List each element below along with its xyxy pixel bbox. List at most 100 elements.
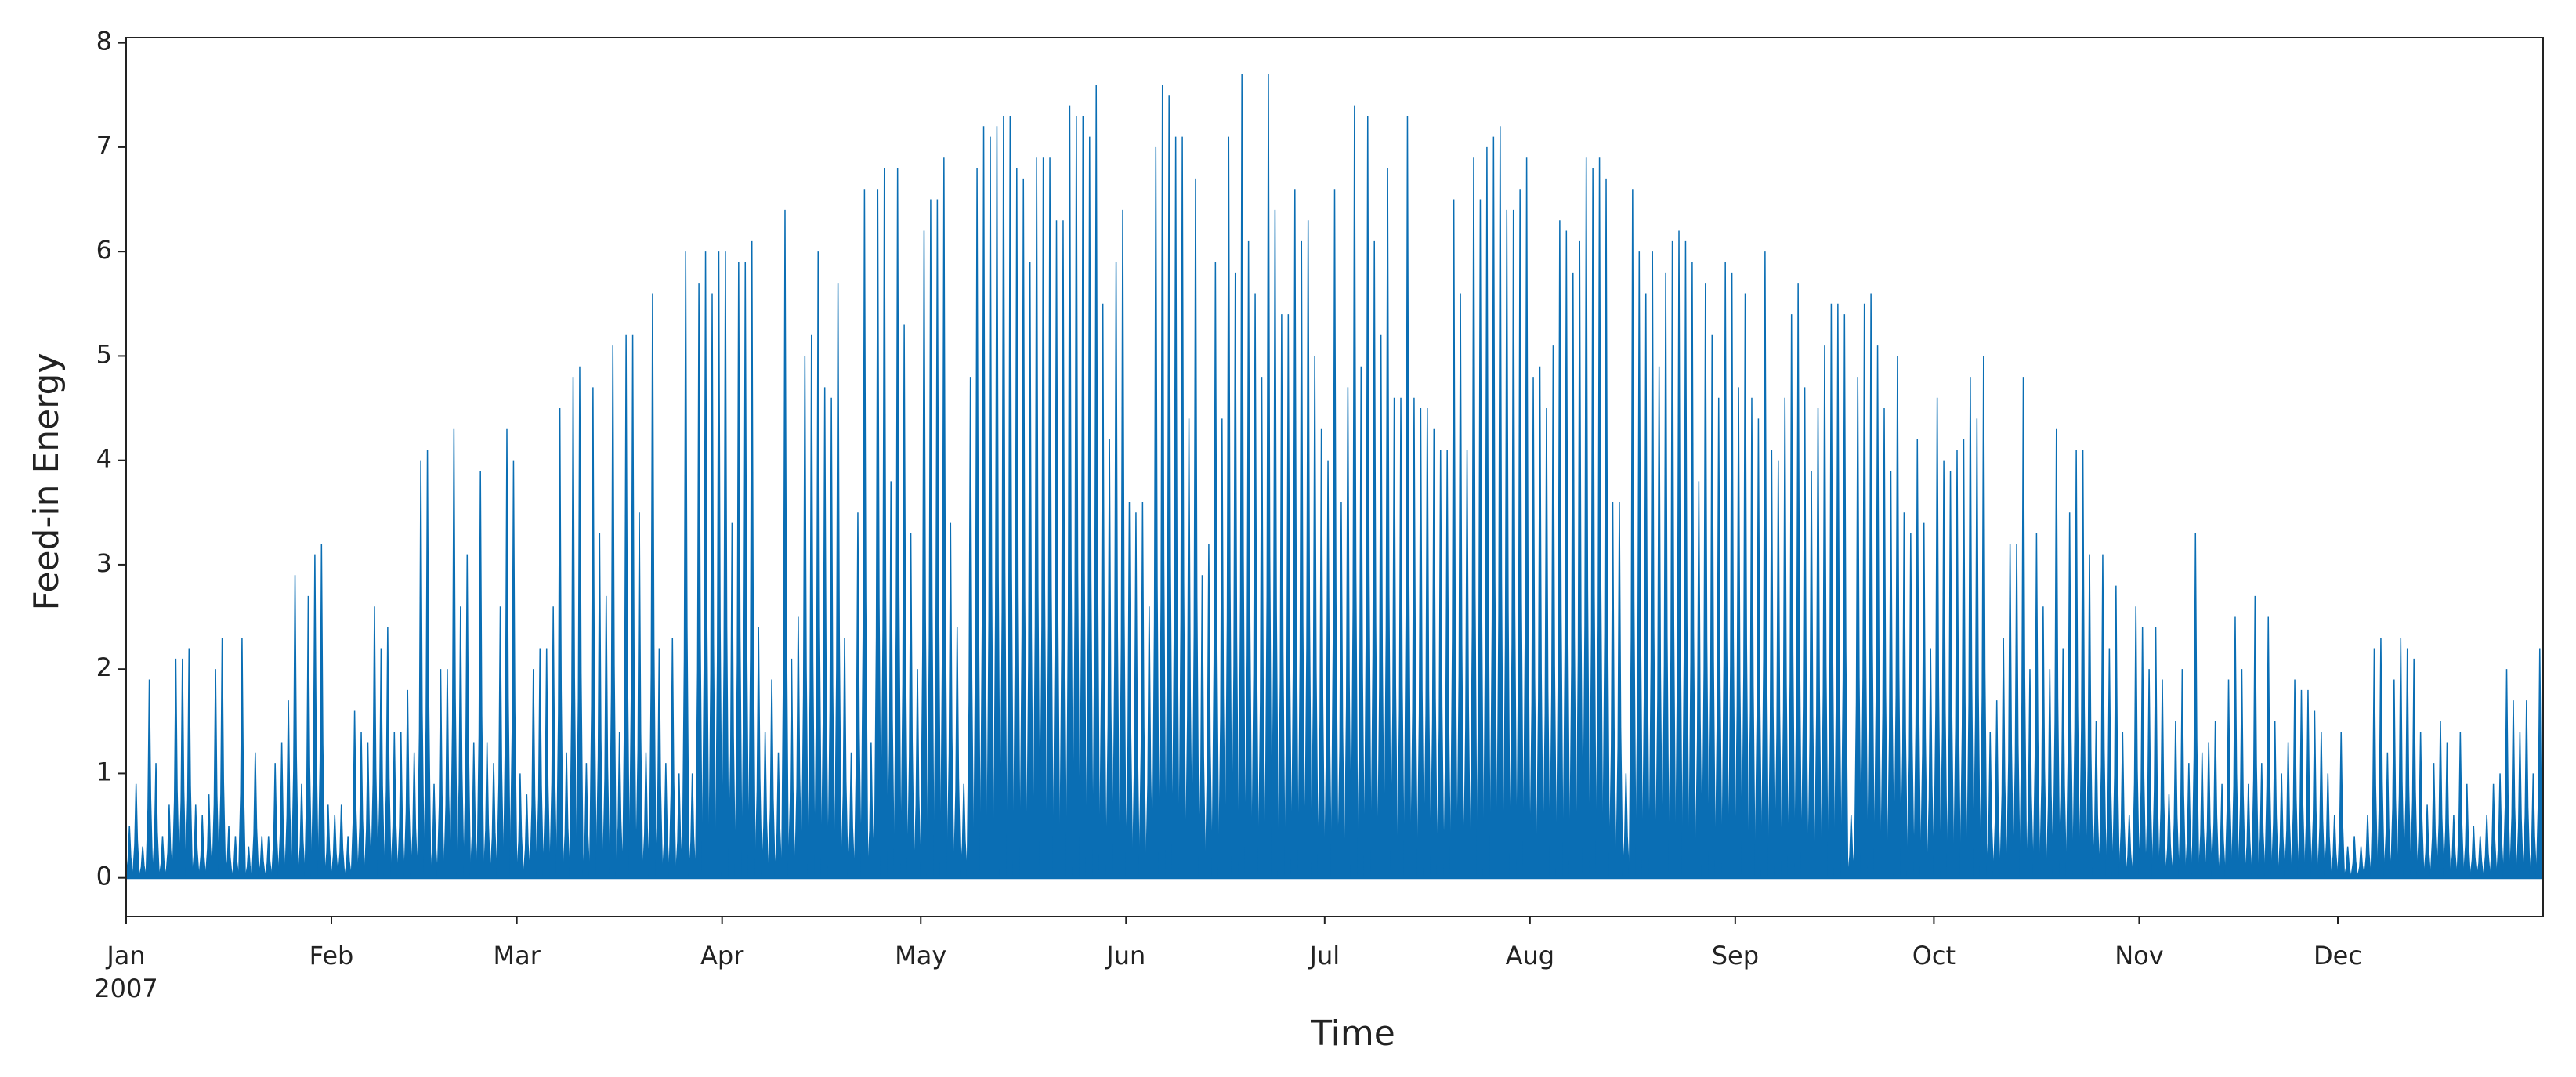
spike: [2013, 544, 2021, 879]
spike: [575, 366, 584, 879]
spike: [2462, 783, 2471, 879]
spike: [1304, 220, 1312, 879]
spike: [1482, 146, 1491, 879]
spike: [1416, 408, 1425, 879]
spike: [1311, 356, 1319, 879]
spike: [1787, 314, 1796, 879]
spike: [364, 742, 372, 879]
spike: [2337, 732, 2346, 879]
spike: [1317, 428, 1326, 879]
spike: [595, 533, 604, 879]
spike: [1377, 334, 1385, 879]
spike: [628, 334, 637, 879]
spike: [1695, 481, 1703, 879]
spike: [1072, 115, 1080, 879]
x-axis-title: Time: [1310, 1014, 1395, 1054]
spike: [1562, 230, 1571, 879]
spike: [410, 752, 418, 879]
spike: [450, 428, 458, 879]
spike: [1165, 95, 1174, 879]
spike: [1966, 377, 1974, 879]
spike: [1012, 168, 1021, 879]
spike: [1138, 501, 1147, 879]
spike: [1257, 377, 1266, 879]
spike: [1204, 544, 1213, 879]
spike: [754, 627, 763, 879]
spike: [728, 522, 736, 879]
spike: [1496, 126, 1504, 879]
spike: [490, 763, 498, 879]
spike: [317, 544, 326, 879]
spike: [1503, 209, 1511, 879]
spike: [324, 804, 332, 879]
spike: [780, 209, 789, 879]
spike: [1436, 450, 1445, 879]
spike: [2244, 783, 2252, 879]
spike: [1324, 460, 1333, 879]
spike: [1231, 272, 1239, 879]
x-tick-label: Nov: [2115, 941, 2163, 970]
spike: [1568, 272, 1577, 879]
spike: [1986, 732, 1995, 879]
spike: [966, 377, 975, 879]
spike: [509, 460, 518, 879]
spike: [2390, 679, 2398, 879]
spike: [304, 595, 313, 879]
spike: [1079, 115, 1087, 879]
spike: [2535, 648, 2544, 879]
spike: [1125, 501, 1134, 879]
y-tick-label: 1: [96, 757, 112, 786]
spike: [516, 773, 524, 879]
spike: [1443, 450, 1452, 879]
spike: [357, 732, 366, 879]
spike: [609, 345, 617, 879]
spike: [1409, 397, 1418, 879]
x-tick-label: Jun: [1105, 941, 1145, 970]
spike: [1760, 251, 1769, 879]
spike: [1158, 84, 1167, 879]
spike: [1807, 471, 1816, 879]
spike: [814, 251, 823, 879]
spike: [436, 669, 445, 879]
spike: [563, 752, 571, 879]
spike: [2145, 669, 2154, 879]
spike: [1701, 283, 1709, 879]
spike: [1370, 240, 1379, 879]
y-tick-label: 7: [96, 131, 112, 161]
y-tick-label: 8: [96, 27, 112, 56]
spike: [682, 251, 690, 879]
x-tick-label: May: [895, 941, 946, 970]
spike: [827, 397, 836, 879]
spike: [807, 334, 816, 879]
spike: [555, 408, 564, 879]
spike: [661, 763, 670, 879]
spike: [523, 794, 531, 879]
spike: [893, 168, 902, 879]
spike: [2224, 679, 2233, 879]
spike: [417, 460, 425, 879]
spike: [2443, 742, 2451, 879]
x-tick-label: Jan: [105, 941, 145, 970]
spike: [1065, 105, 1074, 879]
spike: [1549, 345, 1558, 879]
spike: [2489, 783, 2498, 879]
spike: [1794, 283, 1803, 879]
spike: [2357, 846, 2365, 879]
spike: [1397, 397, 1406, 879]
spike: [1919, 522, 1928, 879]
spike: [443, 669, 451, 879]
spike: [1867, 293, 1876, 879]
y-axis-title: Feed-in Energy: [27, 353, 67, 611]
spike: [1456, 293, 1465, 879]
spike: [1555, 220, 1564, 879]
spike: [1217, 418, 1226, 879]
spike: [2350, 836, 2359, 879]
spike: [132, 783, 140, 879]
spike: [483, 742, 491, 879]
spike: [1814, 408, 1822, 879]
spike: [979, 126, 988, 879]
spike: [953, 627, 961, 879]
spike: [920, 230, 928, 879]
spike: [1708, 334, 1717, 879]
